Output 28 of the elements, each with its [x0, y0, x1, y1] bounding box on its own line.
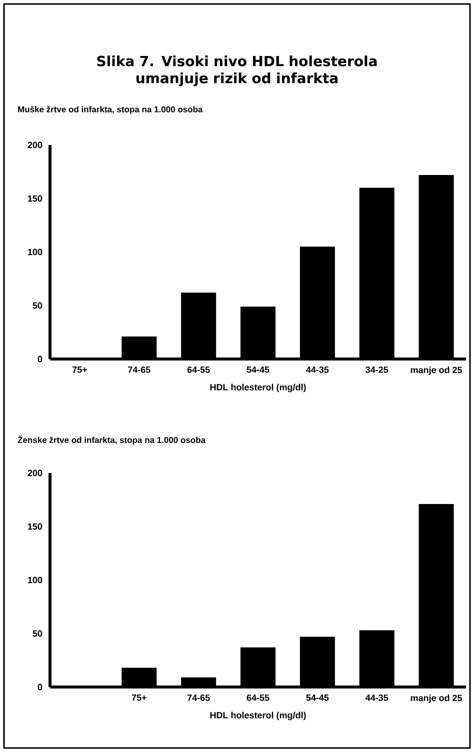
x-tick-label: 44-35	[365, 694, 388, 701]
y-tick-label: 150	[28, 523, 42, 530]
y-tick-label: 0	[38, 356, 42, 362]
x-tick-label: manje od 25	[410, 366, 462, 375]
y-tick-label: 50	[32, 630, 42, 637]
y-tick-label: 100	[28, 576, 42, 584]
x-tick-label: 54-45	[246, 366, 270, 373]
chart-subtitle: Ženske žrtve od infarkta, stopa na 1.000 osoba	[18, 435, 206, 445]
x-axis-title: HDL holesterol (mg/dl)	[210, 712, 306, 720]
y-tick-label: 50	[32, 302, 42, 309]
x-tick-label: 74-65	[128, 366, 150, 373]
y-tick-label: 150	[28, 195, 42, 202]
y-tick-label: 200	[28, 470, 42, 476]
x-tick-label: 74-65	[187, 694, 210, 701]
chart-title: Slika 7. Visoki nivo HDL holesterola umanjuje rizik od infarkta	[97, 56, 377, 86]
y-tick-label: 0	[38, 684, 42, 690]
chart-subtitle: Muške žrtve od infarkta, stopa na 1.000 osoba	[18, 106, 203, 114]
x-tick-label: 64-55	[187, 366, 210, 373]
y-tick-label: 200	[28, 142, 42, 148]
y-tick-label: 100	[28, 248, 42, 256]
x-tick-label: manje od 25	[410, 694, 462, 703]
x-tick-label: 75+	[72, 366, 87, 373]
x-tick-label: 44-35	[306, 366, 329, 373]
x-tick-label: 64-55	[246, 694, 270, 701]
x-axis-title: HDL holesterol (mg/dl)	[210, 384, 306, 392]
x-tick-label: 75+	[132, 694, 146, 701]
x-tick-label: 34-25	[366, 366, 388, 373]
x-tick-label: 54-45	[306, 694, 329, 701]
